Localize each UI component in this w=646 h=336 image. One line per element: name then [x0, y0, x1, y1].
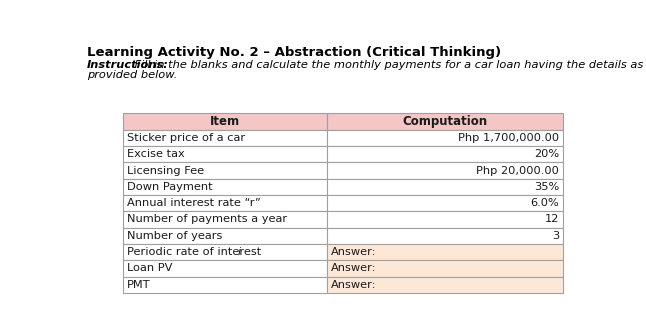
- Text: Item: Item: [210, 115, 240, 128]
- Text: Excise tax: Excise tax: [127, 149, 185, 159]
- Text: Number of years: Number of years: [127, 231, 223, 241]
- Text: Down Payment: Down Payment: [127, 182, 213, 192]
- Bar: [328, 277, 563, 293]
- Text: Licensing Fee: Licensing Fee: [127, 166, 204, 175]
- Text: Number of payments a year: Number of payments a year: [127, 214, 287, 224]
- Text: Loan PV: Loan PV: [127, 263, 172, 274]
- Text: PMT: PMT: [127, 280, 151, 290]
- Text: Learning Activity No. 2 – Abstraction (Critical Thinking): Learning Activity No. 2 – Abstraction (C…: [87, 46, 501, 59]
- Bar: [328, 114, 563, 130]
- Bar: [328, 244, 563, 260]
- Text: 20%: 20%: [534, 149, 559, 159]
- Text: provided below.: provided below.: [87, 70, 177, 80]
- Bar: [123, 114, 328, 130]
- Bar: [123, 211, 328, 228]
- Text: Php 20,000.00: Php 20,000.00: [476, 166, 559, 175]
- Bar: [123, 260, 328, 277]
- Bar: [328, 228, 563, 244]
- Bar: [328, 211, 563, 228]
- Bar: [328, 162, 563, 179]
- Text: i: i: [237, 247, 240, 257]
- Text: Answer:: Answer:: [331, 247, 377, 257]
- Text: 6.0%: 6.0%: [530, 198, 559, 208]
- Text: Fill in the blanks and calculate the monthly payments for a car loan having the : Fill in the blanks and calculate the mon…: [131, 59, 646, 70]
- Text: Instructions:: Instructions:: [87, 59, 169, 70]
- Bar: [123, 195, 328, 211]
- Text: Php 1,700,000.00: Php 1,700,000.00: [458, 133, 559, 143]
- Text: 3: 3: [552, 231, 559, 241]
- Text: 35%: 35%: [534, 182, 559, 192]
- Text: Annual interest rate “r”: Annual interest rate “r”: [127, 198, 261, 208]
- Bar: [123, 162, 328, 179]
- Text: Answer:: Answer:: [331, 280, 377, 290]
- Text: Computation: Computation: [402, 115, 488, 128]
- Text: Sticker price of a car: Sticker price of a car: [127, 133, 245, 143]
- Bar: [123, 244, 328, 260]
- Bar: [328, 260, 563, 277]
- Bar: [123, 146, 328, 162]
- Text: 12: 12: [545, 214, 559, 224]
- Bar: [328, 146, 563, 162]
- Bar: [123, 277, 328, 293]
- Text: Answer:: Answer:: [331, 263, 377, 274]
- Bar: [123, 179, 328, 195]
- Bar: [328, 130, 563, 146]
- Bar: [328, 195, 563, 211]
- Bar: [123, 228, 328, 244]
- Bar: [123, 130, 328, 146]
- Bar: [328, 179, 563, 195]
- Text: Periodic rate of interest: Periodic rate of interest: [127, 247, 265, 257]
